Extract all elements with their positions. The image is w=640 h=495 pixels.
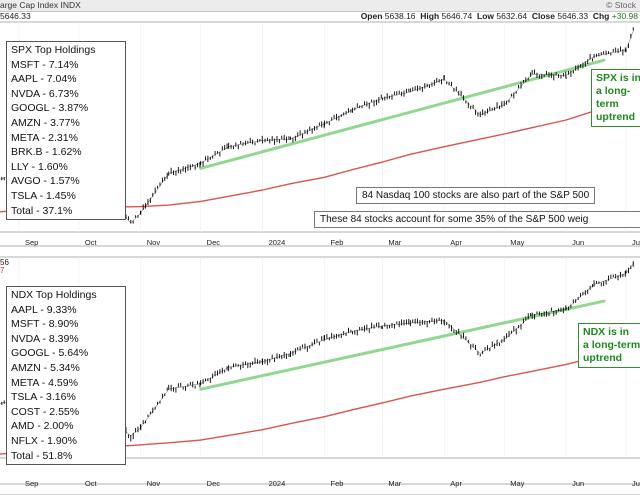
ndx-left-label-1: 56	[0, 258, 9, 267]
holding-item: META - 2.31%	[11, 131, 78, 144]
chart-title: arge Cap Index INDX	[0, 0, 81, 10]
callout-line: a long-term	[583, 339, 640, 351]
x-tick-label: May	[510, 238, 524, 247]
holding-item: NVDA - 6.73%	[11, 87, 79, 100]
holding-item: AVGO - 1.57%	[11, 175, 80, 188]
x-tick-label: Jun	[572, 238, 584, 247]
open-value: 5638.16	[384, 11, 416, 21]
x-tick-label: Dec	[207, 479, 221, 488]
holding-item: COST - 2.55%	[11, 405, 80, 418]
ndx-holdings-title: NDX Top Holdings	[11, 289, 97, 301]
x-tick-label: Sep	[25, 238, 38, 247]
low-value: 5632.64	[496, 11, 528, 21]
weight-note: These 84 stocks account for some 35% of …	[314, 211, 640, 228]
high-value: 5646.74	[441, 11, 473, 21]
spx-holdings-box: SPX Top Holdings MSFT - 7.14% AAPL - 7.0…	[6, 41, 126, 221]
x-tick-label: Oct	[85, 238, 98, 247]
close-label: Close	[531, 11, 555, 21]
holding-item: META - 4.59%	[11, 376, 78, 389]
holding-item: GOOGL - 5.64%	[11, 347, 89, 360]
holding-item: AAPL - 7.04%	[11, 73, 77, 86]
x-tick-label: Mar	[388, 238, 401, 247]
holding-item: MSFT - 7.14%	[11, 58, 79, 71]
spx-holdings-title: SPX Top Holdings	[11, 44, 96, 56]
x-tick-label: Dec	[207, 238, 221, 247]
ndx-uptrend-callout: NDX is in a long-term uptrend	[578, 323, 640, 368]
brand-label: © Stock	[606, 0, 636, 10]
x-tick-label: Jun	[572, 479, 584, 488]
ohlc-quote: Open 5638.16 High 5646.74 Low 5632.64 Cl…	[361, 11, 638, 21]
x-tick-label: Apr	[450, 238, 462, 247]
holding-total: Total - 37.1%	[11, 204, 73, 217]
holding-item: TSLA - 1.45%	[11, 189, 76, 202]
high-label: High	[420, 11, 440, 21]
chg-label: Chg	[592, 11, 610, 21]
trendline	[199, 58, 606, 170]
spx-uptrend-callout: SPX is in a long-term uptrend	[591, 69, 640, 127]
callout-line: a long-term	[596, 85, 631, 110]
holding-item: TSLA - 3.16%	[11, 391, 76, 404]
open-label: Open	[360, 11, 383, 21]
holding-item: NVDA - 8.39%	[11, 332, 79, 345]
x-tick-label: 2024	[269, 479, 286, 488]
x-tick-label: May	[510, 479, 524, 488]
quote-bar: 5646.33 Open 5638.16 High 5646.74 Low 56…	[0, 11, 640, 22]
overlap-note: 84 Nasdaq 100 stocks are also part of th…	[356, 187, 596, 204]
x-tick-label: Feb	[330, 238, 343, 247]
x-tick-label: Feb	[330, 479, 343, 488]
callout-line: SPX is in	[596, 72, 640, 84]
holding-item: GOOGL - 3.87%	[11, 102, 89, 115]
x-tick-label: 2024	[269, 238, 286, 247]
title-bar: arge Cap Index INDX © Stock	[0, 0, 640, 12]
holding-total: Total - 51.8%	[11, 449, 73, 462]
close-value: 5646.33	[557, 11, 589, 21]
callout-line: NDX is in	[583, 326, 630, 338]
last-value: 5646.33	[0, 11, 31, 21]
ndx-left-label-2: 7	[0, 266, 5, 275]
trendline	[199, 299, 606, 391]
callout-line: uptrend	[583, 352, 623, 364]
x-tick-label: Apr	[450, 479, 462, 488]
holding-item: AMZN - 5.34%	[11, 361, 80, 374]
x-tick-label: Mar	[388, 479, 401, 488]
x-tick-label: Sep	[25, 479, 38, 488]
holding-item: LLY - 1.60%	[11, 160, 68, 173]
holding-item: MSFT - 8.90%	[11, 318, 79, 331]
x-tick-label: Nov	[147, 238, 161, 247]
holding-item: AMZN - 3.77%	[11, 116, 80, 129]
x-tick-label: Jul	[632, 238, 640, 247]
holding-item: AMD - 2.00%	[11, 420, 74, 433]
holding-item: BRK.B - 1.62%	[11, 146, 82, 159]
chg-value: +30.98	[611, 11, 638, 21]
ndx-holdings-box: NDX Top Holdings AAPL - 9.33% MSFT - 8.9…	[6, 286, 126, 466]
holding-item: NFLX - 1.90%	[11, 434, 77, 447]
x-tick-label: Jul	[632, 479, 640, 488]
holding-item: AAPL - 9.33%	[11, 303, 77, 316]
callout-line: uptrend	[596, 111, 636, 123]
x-tick-label: Oct	[85, 479, 98, 488]
low-label: Low	[477, 11, 494, 21]
x-tick-label: Nov	[147, 479, 161, 488]
